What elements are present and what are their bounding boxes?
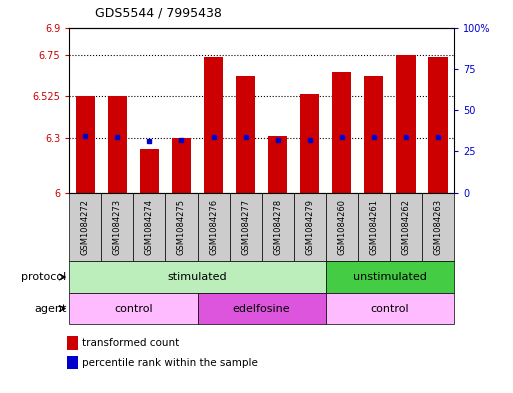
- Text: agent: agent: [34, 303, 67, 314]
- Bar: [133, 193, 165, 261]
- Text: control: control: [370, 303, 409, 314]
- Bar: [293, 193, 326, 261]
- Bar: [326, 193, 358, 261]
- Bar: [268, 136, 287, 193]
- Text: GSM1084275: GSM1084275: [177, 199, 186, 255]
- Text: GSM1084276: GSM1084276: [209, 199, 218, 255]
- Bar: [390, 193, 422, 261]
- Bar: [364, 76, 383, 193]
- Bar: [236, 76, 255, 193]
- Bar: [108, 96, 127, 193]
- Bar: [67, 336, 78, 350]
- Text: percentile rank within the sample: percentile rank within the sample: [82, 358, 258, 368]
- Bar: [422, 193, 454, 261]
- Text: edelfosine: edelfosine: [233, 303, 290, 314]
- Text: protocol: protocol: [22, 272, 67, 282]
- Bar: [326, 293, 454, 324]
- Text: unstimulated: unstimulated: [353, 272, 427, 282]
- Bar: [326, 261, 454, 293]
- Text: GSM1084263: GSM1084263: [433, 199, 443, 255]
- Text: GSM1084274: GSM1084274: [145, 199, 154, 255]
- Text: GSM1084279: GSM1084279: [305, 199, 314, 255]
- Bar: [198, 293, 326, 324]
- Text: stimulated: stimulated: [168, 272, 227, 282]
- Bar: [69, 193, 102, 261]
- Text: GSM1084273: GSM1084273: [113, 199, 122, 255]
- Text: GSM1084261: GSM1084261: [369, 199, 379, 255]
- Text: GSM1084278: GSM1084278: [273, 199, 282, 255]
- Text: GSM1084262: GSM1084262: [401, 199, 410, 255]
- Text: GSM1084272: GSM1084272: [81, 199, 90, 255]
- Text: transformed count: transformed count: [82, 338, 180, 348]
- Bar: [262, 193, 293, 261]
- Bar: [172, 138, 191, 193]
- Text: GSM1084260: GSM1084260: [337, 199, 346, 255]
- Text: control: control: [114, 303, 153, 314]
- Text: GSM1084277: GSM1084277: [241, 199, 250, 255]
- Bar: [204, 57, 223, 193]
- Bar: [69, 293, 198, 324]
- Bar: [76, 96, 95, 193]
- Bar: [396, 55, 416, 193]
- Bar: [428, 57, 447, 193]
- Text: GDS5544 / 7995438: GDS5544 / 7995438: [95, 7, 222, 20]
- Bar: [300, 94, 319, 193]
- Bar: [332, 72, 351, 193]
- Bar: [229, 193, 262, 261]
- Bar: [140, 149, 159, 193]
- Bar: [198, 193, 229, 261]
- Bar: [165, 193, 198, 261]
- Bar: [358, 193, 390, 261]
- Bar: [69, 261, 326, 293]
- Bar: [102, 193, 133, 261]
- Bar: [67, 356, 78, 369]
